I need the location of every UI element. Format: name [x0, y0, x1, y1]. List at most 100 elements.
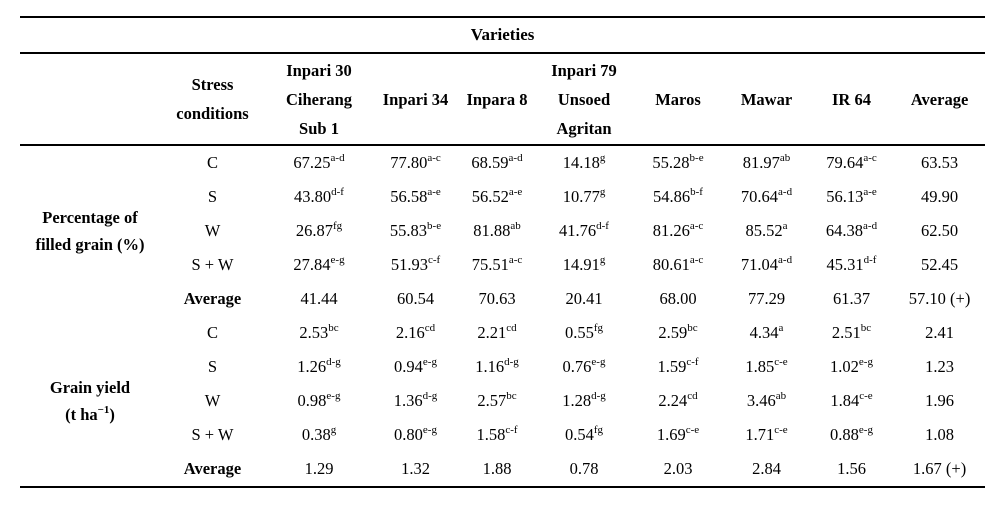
cell-value: 1.84: [830, 391, 860, 410]
value-cell: 75.51a-c: [458, 248, 536, 282]
value-cell: 55.28b-e: [632, 145, 724, 180]
stress-condition-cell: S + W: [191, 255, 234, 274]
table-row: Average 1.29 1.32 1.88 0.78 2.03 2.84 1.56 1.67 …: [20, 452, 985, 487]
value-cell: 10.77g: [536, 180, 632, 214]
value-cell: 1.69c-e: [632, 418, 724, 452]
significance-letters: e-g: [326, 389, 341, 402]
significance-letters: d-g: [422, 389, 438, 402]
cell-value: 61.37: [832, 289, 871, 308]
cell-value: 1.96: [925, 391, 954, 410]
cell-value: 1.71: [745, 425, 775, 444]
value-cell: 64.38a-d: [809, 214, 894, 248]
cell-value: 62.50: [921, 221, 959, 240]
significance-letters: c-e: [774, 423, 788, 436]
stress-condition-cell: S + W: [191, 425, 234, 444]
cell-value: 2.03: [663, 459, 693, 478]
value-cell: 55.83b-e: [373, 214, 458, 248]
col-header-variety: Inpari 34: [373, 53, 458, 146]
header-line: Inpara 8: [466, 89, 528, 109]
cell-value: 43.80: [294, 187, 332, 206]
significance-letters: g: [599, 151, 606, 164]
value-cell: 1.23: [894, 350, 985, 384]
cell-value: 2.51: [831, 323, 861, 342]
significance-letters: e-g: [858, 423, 873, 436]
value-cell: 81.97ab: [724, 145, 809, 180]
value-cell: 52.45: [894, 248, 985, 282]
significance-letters: cd: [506, 321, 517, 334]
stress-condition-cell: C: [206, 153, 218, 172]
significance-letters: e-g: [858, 355, 873, 368]
value-cell: 61.37: [809, 282, 894, 316]
significance-letters: a-d: [778, 253, 793, 266]
cell-value: 10.77: [562, 187, 600, 206]
significance-letters: b-e: [427, 219, 442, 232]
cell-value: 1.59: [657, 357, 687, 376]
value-cell: 0.98e-g: [265, 384, 373, 418]
table-row: S 43.80d-f 56.58a-e 56.52a-e 10.77g 54.86b-f 7…: [20, 180, 985, 214]
value-cell: 1.36d-g: [373, 384, 458, 418]
cell-value: 51.93: [390, 255, 428, 274]
value-cell: 77.29: [724, 282, 809, 316]
table-row: W 0.98e-g 1.36d-g 2.57bc 1.28d-g 2.24cd 3.46ab…: [20, 384, 985, 418]
cell-value: 77.29: [747, 289, 786, 308]
value-cell: 26.87fg: [265, 214, 373, 248]
col-header-stress-conditions: Stress conditions: [160, 53, 265, 146]
cell-value: 1.88: [482, 459, 512, 478]
cell-value: 2.24: [658, 391, 688, 410]
value-cell: 14.18g: [536, 145, 632, 180]
group-label-line: Percentage of: [42, 208, 138, 227]
stress-condition-cell: W: [204, 221, 221, 240]
cell-value: 1.69: [656, 425, 686, 444]
value-cell: 0.78: [536, 452, 632, 487]
cell-value: 1.58: [476, 425, 506, 444]
value-cell: 0.88e-g: [809, 418, 894, 452]
significance-letters: d-g: [591, 389, 606, 402]
value-cell: 1.08: [894, 418, 985, 452]
cell-value: 64.38: [825, 221, 864, 240]
header-line: Sub 1: [299, 118, 339, 138]
significance-letters: d-f: [863, 253, 877, 266]
group-label-line: filled grain (%): [35, 235, 145, 254]
cell-value: 0.80: [394, 425, 423, 444]
table-row: S + W 0.38g 0.80e-g 1.58c-f 0.54fg 1.69c-e 1.7…: [20, 418, 985, 452]
value-cell: 81.88ab: [458, 214, 536, 248]
col-header-variety: Average: [894, 53, 986, 146]
cell-value: 67.25: [293, 153, 331, 172]
varieties-title-row: Varieties: [20, 17, 986, 54]
value-cell: 41.44: [265, 282, 373, 316]
cell-value: 49.90: [921, 187, 959, 206]
header-line: Stress: [191, 75, 234, 94]
col-header-variety: Inpari 30 Ciherang Sub 1: [265, 53, 373, 146]
value-cell: 41.76d-f: [536, 214, 632, 248]
group-label-line: Grain yield: [49, 378, 131, 397]
significance-letters: b-e: [689, 151, 704, 164]
value-cell: 62.50: [894, 214, 985, 248]
value-cell: 0.94e-g: [373, 350, 458, 384]
table-body: Percentage of filled grain (%) C 67.25 a-d 77…: [20, 145, 985, 487]
table-title: Varieties: [20, 17, 986, 54]
cell-value: 0.55: [564, 323, 594, 342]
value-cell: 4.34a: [724, 316, 809, 350]
cell-value: 3.46: [746, 391, 776, 410]
value-cell: 54.86b-f: [632, 180, 724, 214]
varieties-stress-table: Varieties Stress conditions Inpari 30 Ciher…: [20, 16, 986, 488]
value-cell: 27.84e-g: [265, 248, 373, 282]
group-label-line: (t ha−1): [65, 403, 115, 424]
col-header-variety: IR 64: [809, 53, 894, 146]
value-cell: 1.29: [265, 452, 373, 487]
significance-letters: d-f: [596, 219, 609, 232]
cell-value: 55.83: [389, 221, 428, 240]
value-cell: 1.71c-e: [724, 418, 809, 452]
value-cell: 85.52a: [724, 214, 809, 248]
cell-value: 1.26: [297, 357, 327, 376]
value-cell: 63.53: [894, 145, 985, 180]
value-cell: 77.80a-c: [373, 145, 458, 180]
cell-value: 0.38: [301, 425, 331, 444]
value-cell: 1.28d-g: [536, 384, 632, 418]
significance-letters: bc: [860, 321, 872, 334]
corner-cell: [20, 53, 160, 146]
value-cell: 1.85c-e: [724, 350, 809, 384]
cell-value: 54.86: [653, 187, 691, 206]
cell-value: 1.67 (+): [912, 459, 967, 478]
